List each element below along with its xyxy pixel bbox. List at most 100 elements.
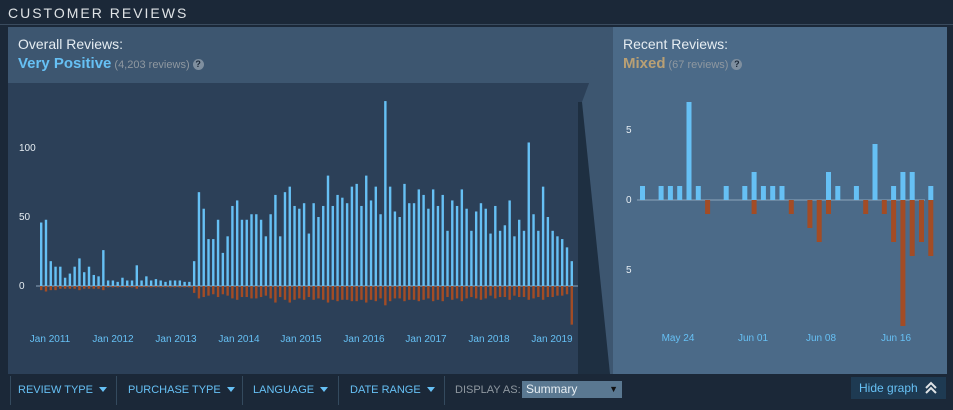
x-tick-label: Jan 2014 [218,334,260,345]
date-range-filter[interactable]: DATE RANGE [350,375,435,406]
negative-bar [891,200,897,242]
x-tick-label: May 24 [662,333,695,344]
negative-bar [369,286,373,300]
negative-bar [408,286,411,300]
positive-bar [279,236,282,286]
help-icon[interactable]: ? [192,59,204,70]
positive-bar [259,219,263,286]
overall-reviews-panel: 100 50 0 Jan 2011 Jan 2012 Jan 2013 Jan 2014 Ja… [8,27,610,374]
negative-bar [264,286,268,296]
positive-bar [322,205,325,286]
positive-bar [565,247,569,286]
negative-bar [546,286,550,298]
positive-bar [489,233,492,286]
positive-bar [326,175,330,286]
negative-bar [508,286,511,300]
negative-bar [474,286,478,299]
negative-bar [288,286,291,303]
language-filter[interactable]: LANGUAGE [253,375,329,406]
positive-bar [226,236,229,286]
positive-bar [87,266,91,286]
y-tick-label: 100 [19,143,36,154]
negative-bar [207,286,210,296]
negative-bar [169,286,172,288]
negative-bar [532,286,535,299]
display-as-select[interactable]: Summary ▼ [522,381,622,398]
positive-bar [298,208,301,286]
negative-bar [384,286,387,306]
negative-bar [498,286,502,298]
positive-bar [102,250,105,286]
filter-divider [444,376,445,405]
positive-bar [909,172,915,200]
recent-review-count: (67 reviews) [668,59,729,71]
negative-bar [111,286,115,288]
positive-bar [667,186,673,200]
x-tick-label: Jan 2016 [343,334,385,345]
review-type-filter[interactable]: REVIEW TYPE [18,375,107,406]
negative-bar [527,286,530,300]
negative-bar [705,200,711,214]
negative-bar [441,286,444,302]
negative-bar [556,286,559,296]
negative-bar [149,286,153,288]
x-tick-label: Jan 2011 [30,334,71,345]
positive-bar [751,172,757,200]
negative-bar [881,200,887,214]
positive-bar [59,266,62,286]
positive-bar [393,211,397,286]
display-as-label: DISPLAY AS: [455,384,521,396]
positive-bar [341,197,344,286]
positive-bar [928,186,934,200]
negative-bar [126,286,129,288]
recent-reviews-chart[interactable]: 5 0 5 May 24 Jun 01 Jun 08 Jun 16 [613,83,947,374]
x-tick-label: Jun 08 [806,333,836,344]
overall-reviews-header: Overall Reviews: Very Positive (4,203 rev… [8,27,610,83]
negative-bar [54,286,57,291]
positive-bar [221,252,225,286]
negative-bar [73,286,76,289]
negative-bar [302,286,306,300]
negative-bar [49,286,52,291]
positive-bar [173,280,177,286]
positive-bar [900,172,906,200]
negative-bar [403,286,406,302]
positive-bar [460,189,464,286]
negative-bar [460,286,464,302]
help-icon[interactable]: ? [731,59,743,70]
negative-bar [312,286,315,300]
negative-bar [479,286,483,300]
overall-rating[interactable]: Very Positive [18,55,112,72]
positive-bar [541,186,545,286]
header-divider [0,24,953,25]
positive-bar [532,214,535,286]
positive-bar [872,144,878,200]
positive-bar [384,101,387,286]
overall-reviews-chart[interactable]: 100 50 0 Jan 2011 Jan 2012 Jan 2013 Jan 2014 Ja… [8,27,610,374]
hide-graph-button[interactable]: Hide graph [851,377,946,399]
positive-bar [527,142,530,286]
negative-bar [465,286,468,299]
filter-divider [116,376,117,405]
review-type-label: REVIEW TYPE [18,384,93,396]
reviews-header: CUSTOMER REVIEWS [0,0,953,26]
negative-bar [63,286,67,289]
negative-bar [116,286,119,288]
hide-graph-label: Hide graph [859,381,918,395]
positive-bar [188,281,191,286]
negative-bar [360,286,363,300]
negative-bar [221,286,225,295]
positive-bar [121,277,124,286]
positive-bar [556,236,559,286]
negative-bar [130,286,134,288]
y-tick-label: 5 [626,125,632,136]
x-tick-label: Jan 2013 [155,334,197,345]
negative-bar [503,286,507,298]
recent-reviews-panel: Recent Reviews: Mixed (67 reviews)? 5 0 5 Ma… [613,27,947,374]
negative-bar [283,286,287,300]
purchase-type-filter[interactable]: PURCHASE TYPE [128,375,235,406]
negative-bar [192,286,196,293]
positive-bar [570,261,573,286]
recent-rating[interactable]: Mixed [623,55,666,72]
negative-bar [274,286,277,303]
